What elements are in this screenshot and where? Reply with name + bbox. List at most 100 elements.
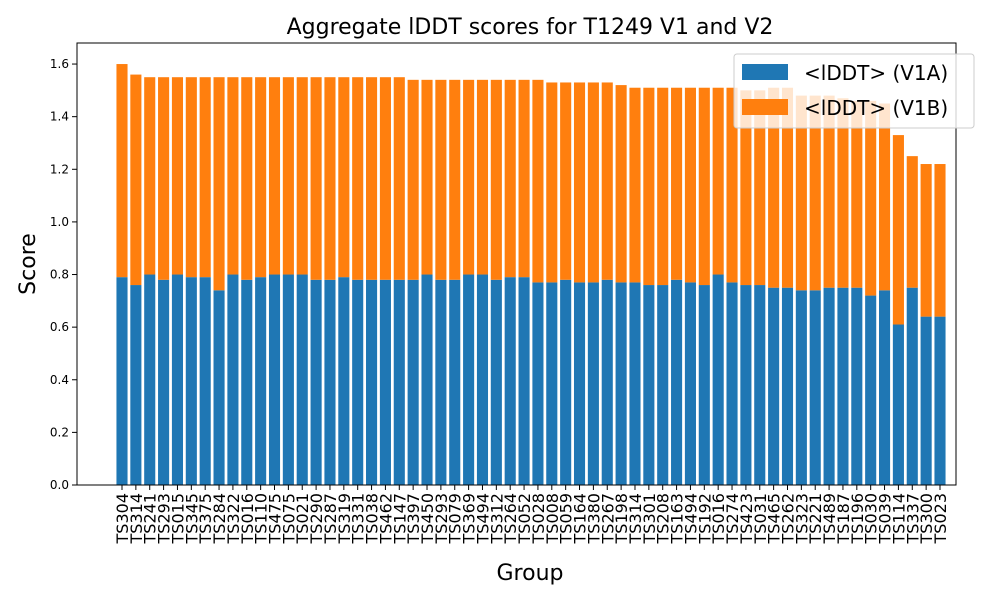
- x-tick-label: TS208: [654, 493, 673, 544]
- legend-box: [733, 53, 975, 129]
- bar-v1b: [684, 87, 696, 283]
- x-tick-label: TS375: [196, 493, 215, 544]
- legend-label-v1a: <lDDT> (V1A): [804, 61, 948, 85]
- bar-v1a: [324, 279, 336, 485]
- x-tick-label: TS038: [363, 493, 382, 544]
- bar-v1a: [643, 285, 655, 485]
- y-tick-label: 1.0: [50, 215, 69, 229]
- bar-v1b: [892, 135, 904, 325]
- bar-v1b: [560, 82, 572, 280]
- x-tick-label: TS494: [473, 493, 492, 544]
- bar-v1a: [823, 287, 835, 485]
- bar-v1b: [587, 82, 599, 283]
- bar-v1a: [241, 279, 253, 485]
- bar-v1a: [768, 287, 780, 485]
- y-tick-label: 0.2: [50, 425, 69, 439]
- x-tick-label: TS284: [210, 493, 229, 544]
- bar-v1b: [781, 87, 794, 288]
- bar-v1a: [781, 287, 794, 485]
- bar-v1a: [213, 290, 225, 485]
- bar-v1a: [504, 277, 516, 485]
- bar-v1b: [657, 87, 669, 286]
- bar-v1a: [407, 279, 419, 485]
- bar-v1b: [809, 95, 821, 291]
- bar-v1b: [171, 77, 184, 275]
- bar-v1a: [837, 287, 849, 485]
- bar-v1b: [296, 77, 308, 275]
- bar-v1a: [712, 274, 724, 485]
- x-tick-label: TS312: [487, 493, 506, 544]
- x-tick-label: TS028: [529, 493, 548, 544]
- bar-v1a: [421, 274, 433, 485]
- x-tick-label: TS198: [612, 493, 631, 544]
- bar-v1a: [282, 274, 294, 485]
- y-tick-label: 0.6: [50, 320, 69, 334]
- bar-v1b: [532, 79, 544, 283]
- bar-v1a: [740, 285, 752, 485]
- x-tick-label: TS164: [571, 493, 590, 544]
- x-tick-label: TS241: [141, 493, 160, 544]
- bar-v1a: [726, 282, 738, 485]
- bar-v1b: [255, 77, 267, 278]
- bar-v1b: [282, 77, 294, 275]
- x-tick-label: TS192: [695, 493, 714, 544]
- bar-v1b: [795, 95, 807, 291]
- bar-v1b: [213, 77, 225, 291]
- bar-v1a: [865, 295, 877, 485]
- bar-v1a: [892, 324, 904, 485]
- x-tick-label: TS293: [432, 493, 451, 544]
- bar-v1b: [878, 103, 891, 291]
- bar-v1a: [130, 285, 142, 485]
- bar-v1a: [851, 287, 863, 485]
- bar-v1b: [573, 82, 586, 283]
- x-tick-label: TS462: [376, 493, 395, 544]
- bar-v1a: [366, 279, 378, 485]
- x-tick-label: TS262: [778, 493, 797, 544]
- bar-v1b: [352, 77, 364, 280]
- bar-v1a: [532, 282, 544, 485]
- x-tick-label: TS475: [266, 493, 285, 544]
- x-tick-label: TS016: [709, 493, 728, 544]
- bar-v1a: [476, 274, 489, 485]
- legend: <lDDT> (V1A) <lDDT> (V1B): [733, 53, 975, 129]
- chart-title: Aggregate lDDT scores for T1249 V1 and V…: [287, 15, 774, 40]
- legend-swatch-v1b: [742, 99, 788, 115]
- bar-v1a: [573, 282, 586, 485]
- bar-v1a: [338, 277, 350, 485]
- x-tick-label: TS314: [127, 493, 146, 544]
- x-tick-label: TS075: [279, 493, 298, 544]
- x-axis-label: Group: [497, 561, 564, 586]
- x-tick-label: TS450: [418, 493, 437, 544]
- x-tick-label: TS110: [252, 493, 271, 544]
- bar-v1b: [851, 100, 863, 288]
- bar-v1b: [601, 82, 613, 280]
- bar-v1a: [615, 282, 627, 485]
- bar-v1b: [310, 77, 322, 280]
- bar-v1a: [671, 279, 683, 485]
- bar-v1b: [407, 79, 419, 280]
- bar-v1a: [546, 282, 558, 485]
- x-tick-label: TS300: [917, 493, 936, 544]
- x-tick-label: TS369: [460, 493, 479, 544]
- bar-v1a: [185, 277, 197, 485]
- x-tick-label: TS016: [238, 493, 257, 544]
- bar-v1a: [754, 285, 766, 485]
- x-tick-label: TS322: [224, 493, 243, 544]
- bar-v1b: [643, 87, 655, 286]
- x-tick-label: TS290: [307, 493, 326, 544]
- bar-v1b: [366, 77, 378, 280]
- bar-v1a: [171, 274, 184, 485]
- bar-v1b: [546, 82, 558, 283]
- y-tick-label: 0.8: [50, 268, 69, 282]
- bar-v1a: [587, 282, 599, 485]
- bar-v1a: [518, 277, 530, 485]
- x-tick-label: TS008: [543, 493, 562, 544]
- x-tick-label: TS301: [640, 493, 659, 544]
- bar-v1b: [379, 77, 391, 280]
- bar-v1a: [379, 279, 391, 485]
- bar-v1a: [684, 282, 696, 485]
- bar-v1a: [393, 279, 405, 485]
- bar-v1b: [158, 77, 170, 280]
- bar-v1b: [393, 77, 405, 280]
- bar-v1a: [809, 290, 821, 485]
